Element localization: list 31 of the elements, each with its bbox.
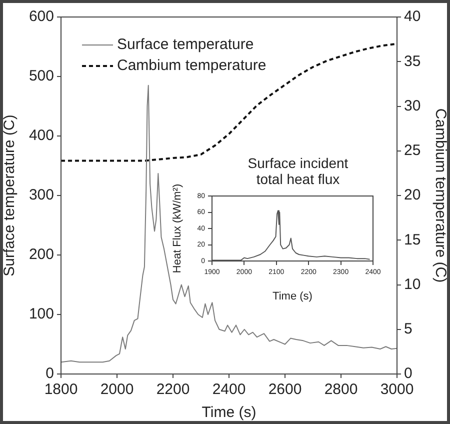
x-tick-label: 2200 <box>156 381 190 398</box>
x-tick-label: 3000 <box>380 381 414 398</box>
x-axis-title: Time (s) <box>202 404 256 422</box>
y2-tick-label: 15 <box>404 231 421 248</box>
y-tick-label: 400 <box>28 127 54 144</box>
legend-label: Cambium temperature <box>117 57 266 74</box>
y2-tick-label: 20 <box>404 186 421 204</box>
y-tick-label: 500 <box>28 68 54 85</box>
y2-tick-label: 5 <box>404 320 412 338</box>
x-tick-label: 1800 <box>44 381 78 398</box>
x-tick-label: 2800 <box>324 381 358 398</box>
y-tick-label: 100 <box>28 306 54 323</box>
y-axis-title: Surface temperature (C) <box>1 114 18 276</box>
y2-tick-label: 0 <box>404 365 412 382</box>
chart-title: Surface incident total heat flux <box>246 155 350 188</box>
x-axis-title: Time (s) <box>272 290 312 302</box>
legend-label: Surface temperature <box>117 36 254 54</box>
y2-tick-label: 30 <box>404 97 421 114</box>
y2-tick-label: 10 <box>404 276 421 293</box>
x-tick-label: 2400 <box>212 381 246 398</box>
y-tick-label: 200 <box>28 246 54 264</box>
y-tick-label: 300 <box>28 186 54 204</box>
y-axis-title: Heat Flux (kW/m²) <box>172 184 184 274</box>
y2-axis-title: Cambium temperature (C) <box>432 108 449 283</box>
y2-tick-label: 40 <box>404 8 421 26</box>
y2-tick-label: 25 <box>404 142 421 160</box>
y-tick-label: 0 <box>46 365 54 382</box>
x-tick-label: 2600 <box>268 381 302 398</box>
y-tick-label: 600 <box>28 8 54 26</box>
y2-tick-label: 35 <box>404 52 421 70</box>
x-tick-label: 2000 <box>100 381 134 398</box>
